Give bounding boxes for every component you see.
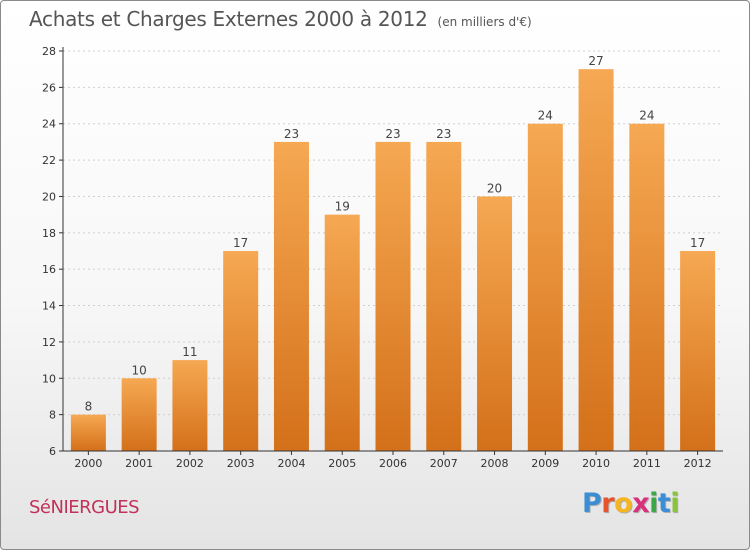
logo-letter: r xyxy=(601,488,615,519)
x-tick-label: 2002 xyxy=(176,457,204,470)
bar xyxy=(527,123,563,452)
logo-letter: o xyxy=(614,488,633,519)
bars xyxy=(70,69,716,452)
data-label: 23 xyxy=(284,127,299,141)
commune-name: SéNIERGUES xyxy=(29,497,140,518)
x-axis-ticks: 2000 2001 2002 2003 2004 2005 2006 2007 2008 2009… xyxy=(74,451,712,470)
data-label: 20 xyxy=(487,181,502,195)
data-label: 10 xyxy=(132,363,147,377)
logo-letter: t xyxy=(657,488,671,519)
bar xyxy=(629,123,665,452)
data-label: 27 xyxy=(588,54,603,68)
y-tick-label: 8 xyxy=(49,409,56,422)
data-label: 24 xyxy=(538,109,553,123)
data-label: 19 xyxy=(335,200,350,214)
x-tick-label: 2010 xyxy=(582,457,610,470)
logo-letter: i xyxy=(670,488,680,519)
y-tick-label: 22 xyxy=(42,154,56,167)
y-tick-label: 12 xyxy=(42,336,56,349)
chart-title: Achats et Charges Externes 2000 à 2012 xyxy=(29,7,428,31)
x-tick-label: 2007 xyxy=(430,457,458,470)
bar xyxy=(70,414,106,451)
bar xyxy=(375,141,411,451)
chart-unit: (en milliers d'€) xyxy=(437,15,532,29)
bar xyxy=(223,251,259,451)
chart-title-block: Achats et Charges Externes 2000 à 2012 (e… xyxy=(29,7,532,31)
bar xyxy=(324,214,360,451)
x-tick-label: 2006 xyxy=(379,457,407,470)
y-tick-label: 14 xyxy=(42,300,56,313)
data-labels: 8 10 11 17 23 19 23 23 20 24 27 24 17 xyxy=(85,54,706,413)
data-label: 8 xyxy=(85,400,93,414)
x-tick-label: 2005 xyxy=(328,457,356,470)
x-tick-label: 2012 xyxy=(684,457,712,470)
y-axis-ticks: 6 8 10 12 14 16 18 20 22 24 26 28 xyxy=(42,45,63,458)
y-tick-label: 18 xyxy=(42,227,56,240)
y-tick-label: 6 xyxy=(49,445,56,458)
y-tick-label: 16 xyxy=(42,263,56,276)
y-tick-label: 10 xyxy=(42,372,56,385)
logo-letter: P xyxy=(582,488,602,519)
x-tick-label: 2008 xyxy=(481,457,509,470)
x-tick-label: 2003 xyxy=(227,457,255,470)
bar xyxy=(680,251,716,451)
bar xyxy=(477,196,513,451)
data-label: 24 xyxy=(639,109,654,123)
x-tick-label: 2011 xyxy=(633,457,661,470)
x-tick-label: 2001 xyxy=(125,457,153,470)
logo-letter: x xyxy=(632,488,650,519)
data-label: 17 xyxy=(690,236,705,250)
proxiti-logo: Proxiti xyxy=(582,488,680,519)
data-label: 23 xyxy=(436,127,451,141)
bar xyxy=(121,378,157,451)
x-tick-label: 2000 xyxy=(74,457,102,470)
data-label: 11 xyxy=(182,345,197,359)
logo-letter: i xyxy=(649,488,658,519)
bar xyxy=(273,141,309,451)
y-tick-label: 26 xyxy=(42,81,56,94)
data-label: 17 xyxy=(233,236,248,250)
x-tick-label: 2009 xyxy=(531,457,559,470)
y-tick-label: 20 xyxy=(42,190,56,203)
x-tick-label: 2004 xyxy=(277,457,305,470)
y-tick-label: 28 xyxy=(42,45,56,58)
bar xyxy=(172,360,208,451)
y-tick-label: 24 xyxy=(42,118,56,131)
data-label: 23 xyxy=(385,127,400,141)
bar xyxy=(578,69,614,451)
bar xyxy=(426,141,462,451)
